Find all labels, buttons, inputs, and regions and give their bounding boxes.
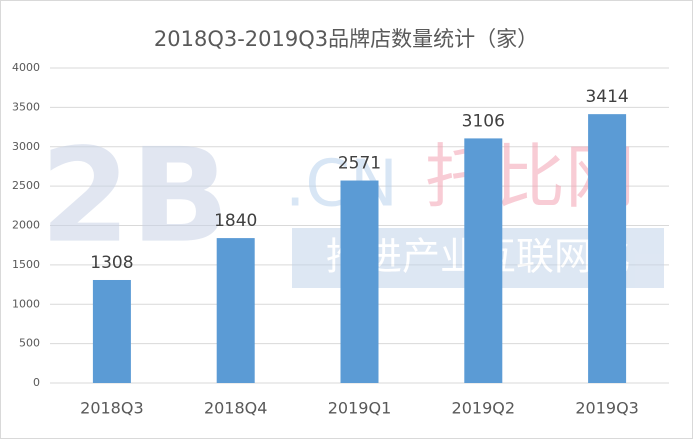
- y-tick-label: 3000: [12, 140, 40, 153]
- data-label: 3414: [585, 87, 628, 107]
- y-tick-label: 1000: [12, 297, 40, 310]
- bar: [464, 138, 503, 383]
- data-label: 1308: [90, 253, 133, 273]
- bar: [588, 114, 627, 384]
- y-tick-label: 1500: [12, 258, 40, 271]
- x-tick-label: 2018Q3: [80, 399, 144, 418]
- x-tick-label: 2019Q3: [575, 399, 639, 418]
- bar: [92, 279, 131, 383]
- data-label: 3106: [462, 111, 505, 131]
- y-tick-label: 3500: [12, 100, 40, 113]
- y-tick-label: 4000: [12, 61, 40, 74]
- y-tick-label: 2000: [12, 219, 40, 232]
- y-tick-label: 500: [19, 337, 40, 350]
- data-label: 2571: [338, 154, 381, 174]
- x-tick-label: 2019Q2: [452, 399, 516, 418]
- chart-title: 2018Q3-2019Q3品牌店数量统计（家）: [154, 27, 538, 51]
- data-label: 1840: [214, 211, 257, 231]
- bar: [216, 238, 255, 383]
- watermark-logo: 2B: [40, 120, 230, 272]
- bar: [340, 180, 379, 383]
- y-tick-label: 2500: [12, 179, 40, 192]
- x-tick-label: 2019Q1: [328, 399, 392, 418]
- y-tick-label: 0: [33, 376, 40, 389]
- x-tick-label: 2018Q4: [204, 399, 268, 418]
